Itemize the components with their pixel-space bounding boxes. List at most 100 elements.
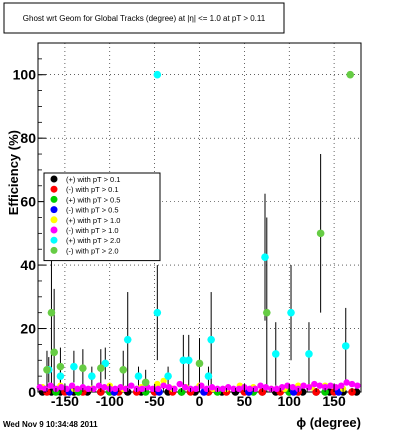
point-series-6 [341,342,350,350]
point-series-6 [184,356,193,365]
point-series-6 [164,372,172,380]
point-series-5 [122,385,130,393]
point-series-5 [354,382,361,389]
point-series-6 [305,350,313,358]
legend-marker [50,216,58,224]
point-series-5 [348,380,356,388]
point-series-5 [192,385,200,393]
point-series-5 [343,379,350,386]
point-series-5 [117,384,124,391]
y-tick-label: 40 [20,257,36,273]
point-series-5 [300,382,307,389]
point-series-7 [56,362,65,371]
point-series-5 [128,382,135,389]
legend-marker [50,226,58,234]
point-series-5 [138,385,146,393]
point-series-6 [134,372,143,380]
point-series-5 [278,384,286,391]
point-series-5 [47,382,54,389]
point-series-6 [123,335,132,344]
y-tick-label: 60 [20,194,36,210]
point-series-7 [316,229,325,238]
point-series-5 [289,384,297,391]
point-series-7 [262,308,271,317]
point-series-5 [85,385,92,393]
point-series-7 [141,378,150,387]
legend-entry: (-) with pT > 1.0 [66,226,119,235]
point-series-7 [195,359,204,368]
chart-title: Ghost wrt Geom for Global Tracks (degree… [23,14,266,23]
point-series-5 [235,385,243,393]
legend-marker [50,195,58,203]
point-series-5 [257,382,264,389]
point-series-7 [43,365,51,374]
x-tick-label: 150 [322,393,346,409]
point-series-5 [246,385,253,393]
point-series-5 [68,382,76,389]
chart-title-box: Ghost wrt Geom for Global Tracks (degree… [3,2,285,34]
point-series-5 [181,384,189,391]
x-tick-label: -150 [51,393,79,409]
legend-marker [50,185,58,193]
x-tick-label: -100 [96,393,124,409]
point-series-4 [160,377,167,385]
axis-ticks [37,42,362,393]
point-series-7 [119,365,128,374]
x-axis-title: ϕ (degree) [296,415,361,430]
point-series-6 [153,308,162,317]
point-series-5 [160,382,167,389]
legend-entry: (-) with pT > 2.0 [66,246,119,255]
legend-entry: (+) with pT > 1.0 [66,216,120,225]
x-tick-label: -50 [145,393,165,409]
point-series-5 [101,384,108,391]
point-series-5 [171,385,178,393]
point-series-5 [219,385,227,393]
point-series-5 [273,385,280,393]
point-series-5 [95,382,103,389]
legend-entry: (+) with pT > 2.0 [66,236,120,245]
y-tick-label: 100 [13,67,37,83]
point-series-6 [271,350,280,358]
legend-entry: (+) with pT > 0.5 [66,195,120,204]
point-series-5 [36,384,43,391]
point-series-5 [155,385,162,393]
point-series-7 [97,364,105,373]
point-series-5 [79,384,87,391]
point-series-5 [176,380,183,388]
y-axis-title: Efficiency (%) [6,130,21,215]
point-series-7 [47,308,56,317]
point-series-5 [305,384,313,391]
legend-marker [50,236,58,244]
x-tick-label: 50 [237,393,253,409]
point-series-6 [101,359,110,368]
legend: (+) with pT > 0.1(-) with pT > 0.1(+) wi… [43,172,161,262]
tick-labels: -150 -100 -50 0 50 100 150 0 20 40 60 80 100 [13,67,346,409]
y-tick-label: 20 [20,321,36,337]
point-series-5 [165,384,173,391]
point-series-6 [70,362,78,371]
point-series-5 [203,385,210,393]
point-series-6 [261,253,269,261]
outlier-point [153,70,162,79]
y-tick-label: 0 [28,384,36,400]
point-series-6 [287,308,295,317]
y-tick-label: 80 [20,130,36,146]
x-tick-label: 100 [278,393,302,409]
legend-marker [50,246,58,254]
legend-entry: (-) with pT > 0.5 [66,206,119,215]
point-series-7 [79,364,87,373]
point-series-5 [316,382,323,389]
point-series-5 [41,385,49,393]
point-series-6 [56,372,65,380]
point-series-5 [208,384,216,391]
point-series-5 [311,380,318,388]
legend-box [43,172,161,262]
legend-marker [50,175,58,183]
point-series-7 [50,348,58,357]
point-series-5 [262,384,270,391]
point-series-5 [74,385,81,393]
outlier-point [346,70,355,79]
point-series-5 [225,384,232,391]
point-series-5 [111,385,119,393]
